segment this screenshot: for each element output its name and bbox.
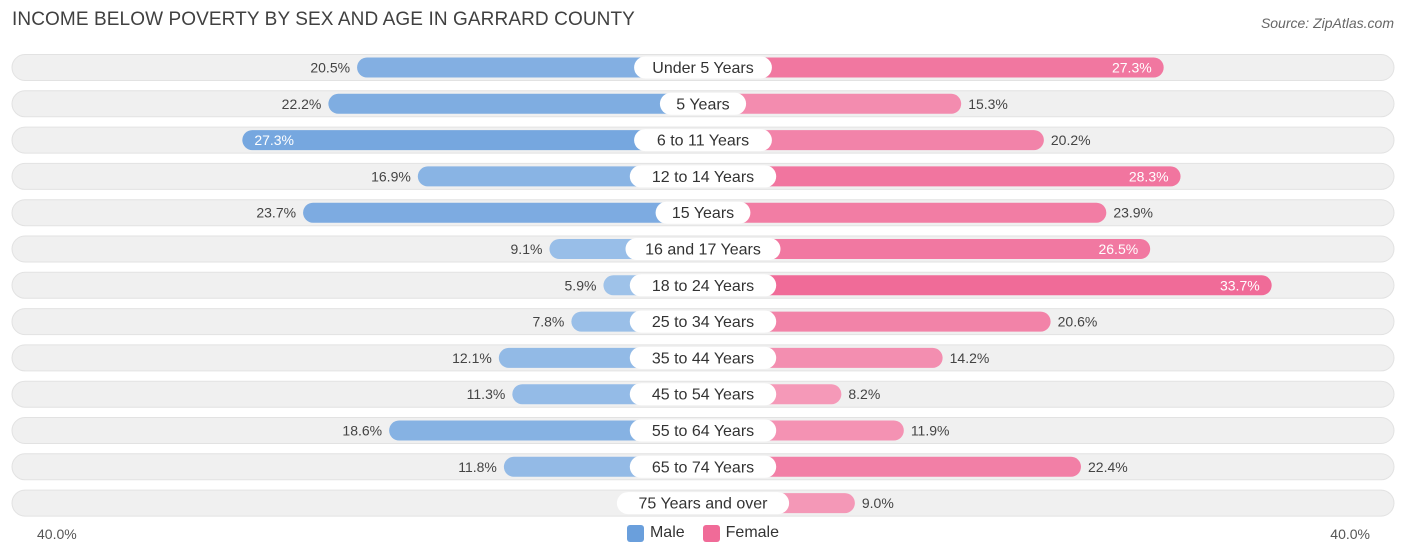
chart-area: 20.5% 27.3% Under 5 Years 22.2% 15.3% 5 Years…: [11, 54, 1395, 517]
source-credit: Source: ZipAtlas.com: [1260, 15, 1394, 31]
category-label: 12 to 14 Years: [652, 169, 754, 186]
category-pill: [629, 383, 777, 406]
value-label-male: 27.3%: [254, 132, 294, 148]
value-label-female: 27.3%: [1112, 60, 1152, 76]
category-label: Under 5 Years: [652, 60, 753, 77]
category-pill: [655, 201, 751, 224]
bar-female: [703, 275, 1272, 296]
chart-title: INCOME BELOW POVERTY BY SEX AND AGE IN G…: [12, 9, 635, 30]
bar-female: [703, 130, 1044, 151]
value-label-male: 20.5%: [310, 60, 350, 76]
bar-female: [703, 239, 1151, 259]
chart-row: 9.1% 26.5% 16 and 17 Years: [11, 235, 1395, 263]
chart-row: 16.9% 28.3% 12 to 14 Years: [11, 162, 1395, 190]
category-pill: [629, 165, 777, 188]
chart-row: 1.3%9.0%75 Years and over: [11, 489, 1395, 517]
bar-male: [389, 420, 703, 441]
value-label-female: 14.2%: [950, 350, 990, 366]
value-label-female: 28.3%: [1129, 168, 1169, 184]
value-label-female: 26.5%: [1098, 241, 1138, 257]
category-label: 25 to 34 Years: [652, 314, 754, 331]
chart-row: 11.3% 8.2% 45 to 54 Years: [11, 380, 1395, 408]
category-pill: [629, 419, 777, 442]
chart-row: 18.6% 11.9% 55 to 64 Years: [11, 417, 1395, 444]
value-label-female: 15.3%: [968, 96, 1008, 112]
legend-label-male: Male: [649, 524, 685, 541]
chart-row: 12.1% 14.2% 35 to 44 Years: [11, 344, 1395, 372]
value-label-female: 20.2%: [1051, 132, 1091, 148]
chart-row: 11.8% 22.4% 65 to 74 Years: [11, 453, 1395, 481]
category-pill: [634, 56, 772, 79]
bar-male: [357, 57, 703, 78]
legend: Male Female: [0, 524, 1406, 542]
category-label: 65 to 74 Years: [652, 459, 754, 476]
category-label: 16 and 17 Years: [645, 242, 761, 259]
bar-female: [703, 93, 962, 114]
legend-swatch-female: [702, 524, 720, 542]
value-label-male: 22.2%: [282, 96, 322, 112]
chart-row: 22.2% 15.3% 5 Years: [11, 90, 1395, 118]
value-label-female: 33.7%: [1220, 277, 1260, 293]
bar-male: [242, 130, 703, 151]
category-pill: [625, 238, 781, 260]
category-label: 15 Years: [672, 205, 734, 222]
value-label-male: 18.6%: [342, 423, 382, 439]
category-label: 18 to 24 Years: [652, 278, 754, 295]
value-label-male: 9.1%: [511, 241, 543, 257]
category-label: 55 to 64 Years: [652, 423, 754, 440]
category-label: 5 Years: [676, 96, 729, 113]
value-label-female: 8.2%: [848, 386, 880, 402]
value-label-male: 7.8%: [532, 314, 564, 330]
category-label: 6 to 11 Years: [657, 133, 749, 150]
category-pill: [629, 310, 777, 333]
chart-row: 20.5% 27.3% Under 5 Years: [11, 54, 1395, 81]
bar-male: [328, 93, 703, 114]
axis-left-label: 40.0%: [37, 526, 77, 542]
chart-row: 5.9% 33.7% 18 to 24 Years: [11, 271, 1395, 299]
category-pill: [634, 129, 772, 152]
category-label: 35 to 44 Years: [652, 350, 754, 367]
chart-row: 23.7% 23.9% 15 Years: [11, 199, 1395, 227]
chart-row: 7.8% 20.6% 25 to 34 Years: [11, 308, 1395, 336]
legend-item-female: Female: [702, 524, 780, 542]
category-pill: [629, 346, 777, 369]
value-label-male: 5.9%: [565, 277, 597, 293]
value-label-female: 23.9%: [1113, 205, 1153, 221]
category-label: 45 to 54 Years: [652, 387, 754, 404]
bar-female: [703, 166, 1181, 187]
value-label-male: 23.7%: [256, 205, 296, 221]
value-label-male: 11.3%: [467, 386, 506, 402]
category-pill: [629, 455, 777, 478]
category-pill: [629, 274, 777, 297]
category-pill: [659, 92, 747, 115]
value-label-female: 9.0%: [862, 495, 894, 511]
bar-female: [703, 311, 1051, 332]
value-label-female: 20.6%: [1058, 314, 1098, 330]
axis-right-label: 40.0%: [1330, 526, 1370, 542]
legend-label-female: Female: [725, 524, 780, 541]
bar-male: [303, 202, 703, 223]
value-label-female: 11.9%: [911, 423, 950, 439]
legend-item-male: Male: [626, 524, 685, 542]
bar-female: [703, 456, 1081, 477]
value-label-female: 22.4%: [1088, 459, 1128, 475]
value-label-male: 16.9%: [371, 168, 411, 184]
bar-female: [703, 202, 1107, 223]
bar-female: [703, 57, 1164, 78]
value-label-male: 11.8%: [458, 459, 497, 475]
category-label: 75 Years and over: [639, 496, 769, 513]
category-pill: [616, 492, 790, 515]
value-label-male: 12.1%: [452, 350, 492, 366]
legend-swatch-male: [626, 524, 644, 542]
chart-row: 27.3% 20.2% 6 to 11 Years: [11, 126, 1395, 154]
